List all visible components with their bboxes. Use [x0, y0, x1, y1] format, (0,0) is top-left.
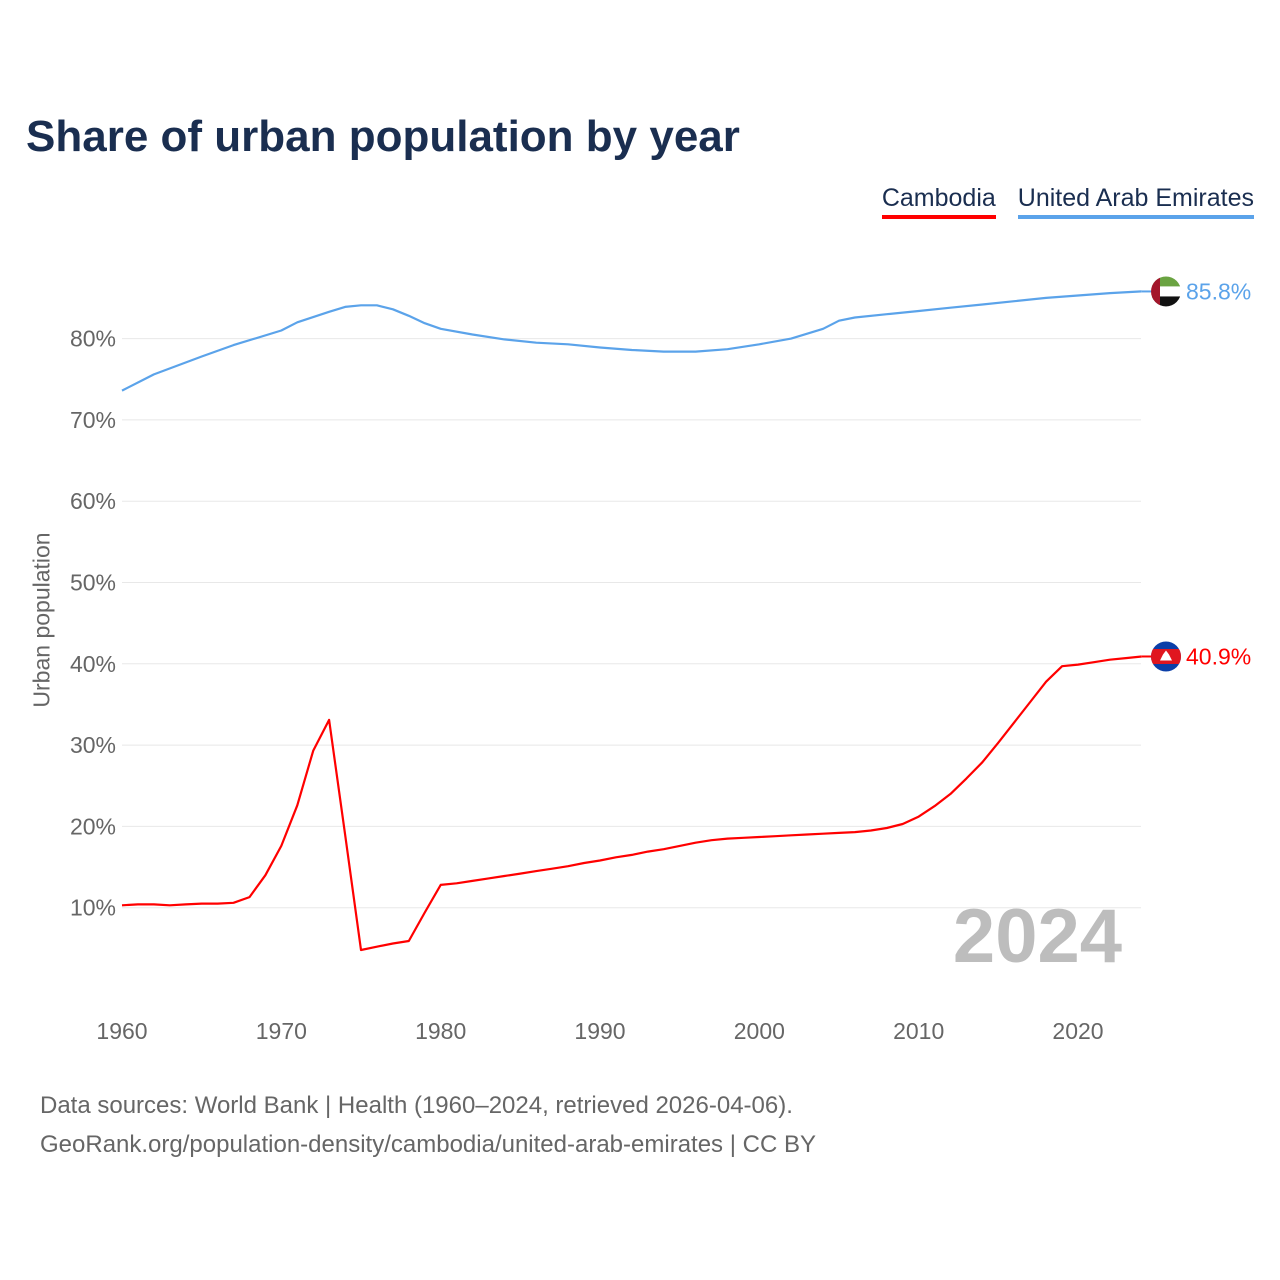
year-watermark: 2024: [953, 894, 1122, 979]
flag-stripe: [1151, 276, 1181, 287]
footer: Data sources: World Bank | Health (1960–…: [40, 1086, 816, 1164]
x-tick-label: 1990: [574, 1018, 625, 1044]
flag-stripe: [1151, 296, 1181, 307]
legend-item-cambodia[interactable]: Cambodia: [881, 184, 996, 219]
y-tick-label: 60%: [70, 488, 116, 514]
x-tick-label: 1970: [256, 1018, 307, 1044]
x-tick-label: 1960: [96, 1018, 147, 1044]
uae-flag-icon: [1151, 276, 1181, 307]
temple-icon: [1160, 650, 1172, 661]
end-value-label: 40.9%: [1186, 643, 1251, 669]
y-tick-label: 40%: [70, 651, 116, 677]
cambodia-flag-icon: [1151, 641, 1181, 672]
flag-stripe: [1151, 286, 1181, 297]
x-tick-label: 2020: [1052, 1018, 1103, 1044]
chart-title: Share of urban population by year: [26, 112, 740, 161]
legend-item-uae[interactable]: United Arab Emirates: [1017, 184, 1254, 219]
y-tick-label: 30%: [70, 732, 116, 758]
source-link[interactable]: GeoRank.org/population-density/cambodia/…: [40, 1131, 816, 1158]
data-source: Data sources: World Bank | Health (1960–…: [40, 1092, 793, 1119]
y-tick-label: 10%: [70, 895, 116, 921]
flag-stripe: [1151, 276, 1160, 307]
y-tick-label: 20%: [70, 813, 116, 839]
x-tick-label: 2010: [893, 1018, 944, 1044]
x-tick-label: 1980: [415, 1018, 466, 1044]
y-tick-label: 50%: [70, 570, 116, 596]
series-line-cambodia: [121, 655, 1142, 952]
y-tick-label: 80%: [70, 326, 116, 352]
series-line-uae: [121, 290, 1142, 392]
flag-body: [1151, 641, 1181, 672]
legend: Cambodia United Arab Emirates: [881, 184, 1254, 219]
x-tick-label: 2000: [734, 1018, 785, 1044]
end-value-label: 85.8%: [1186, 278, 1251, 304]
flag-body: [1151, 276, 1181, 307]
y-tick-label: 70%: [70, 407, 116, 433]
